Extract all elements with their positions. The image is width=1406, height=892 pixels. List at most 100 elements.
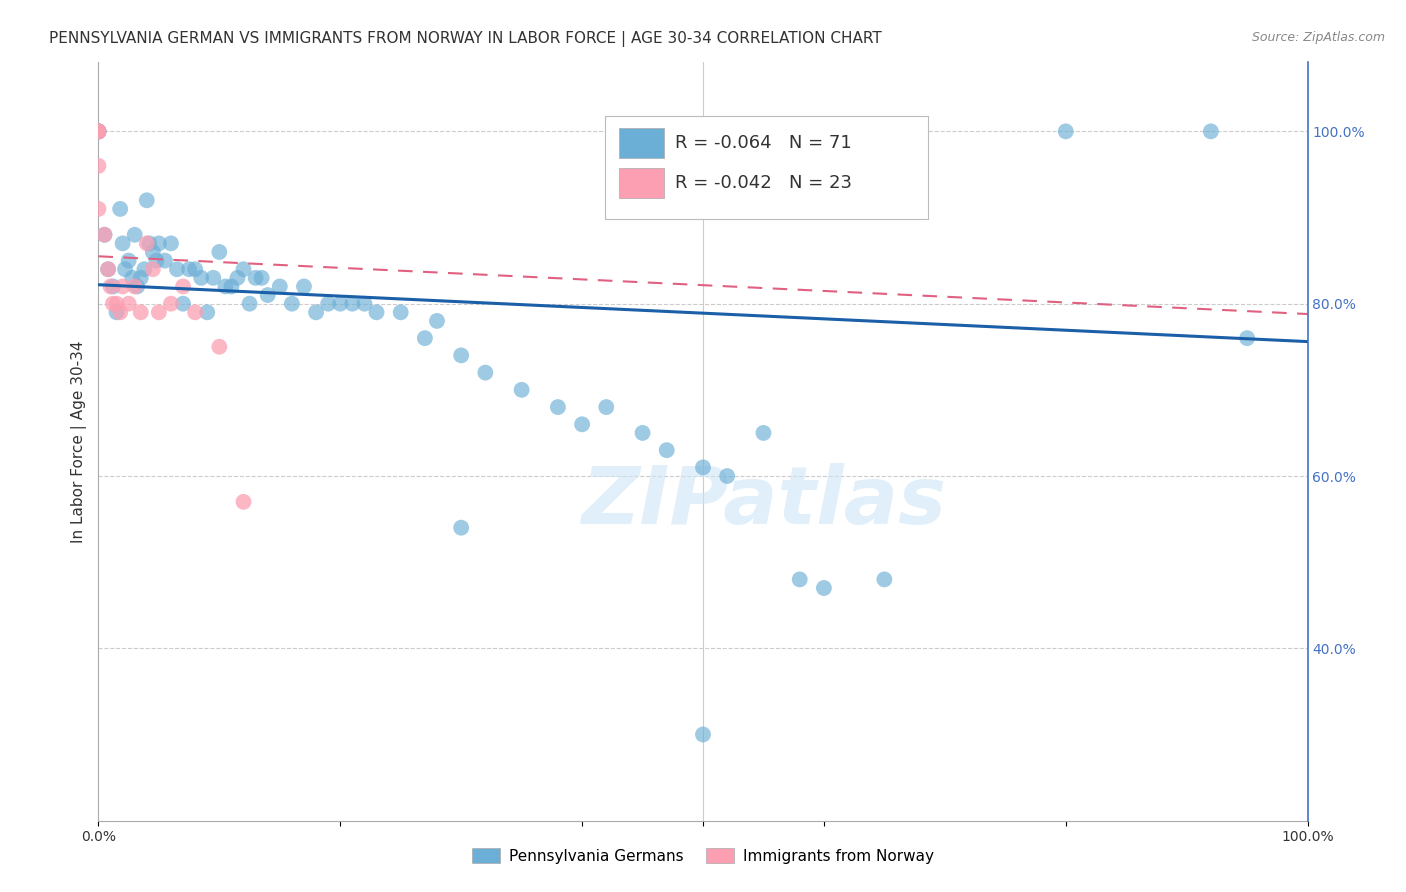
Point [172, 296, 194, 310]
Point [239, 296, 262, 310]
Point [353, 296, 375, 310]
Point [101, 296, 124, 310]
Point [752, 425, 775, 440]
Text: PENNSYLVANIA GERMAN VS IMMIGRANTS FROM NORWAY IN LABOR FORCE | AGE 30-34 CORRELA: PENNSYLVANIA GERMAN VS IMMIGRANTS FROM N… [49, 31, 882, 47]
Point [145, 253, 167, 268]
Point [389, 305, 412, 319]
Point [232, 262, 254, 277]
Point [127, 279, 149, 293]
Point [160, 296, 183, 310]
Point [114, 262, 136, 277]
Point [87, 202, 110, 216]
Point [547, 400, 569, 414]
Point [316, 296, 339, 310]
Point [221, 279, 243, 293]
Point [87, 124, 110, 138]
Point [232, 495, 254, 509]
Point [281, 296, 304, 310]
Point [108, 202, 131, 216]
Point [124, 279, 146, 293]
Point [172, 279, 194, 293]
Point [124, 227, 146, 242]
Point [153, 253, 176, 268]
Point [1054, 124, 1077, 138]
Point [93, 227, 115, 242]
Point [692, 727, 714, 741]
Point [87, 124, 110, 138]
Point [631, 425, 654, 440]
Point [329, 296, 352, 310]
Point [245, 270, 267, 285]
Point [138, 236, 160, 251]
Point [342, 296, 364, 310]
Point [87, 159, 110, 173]
Point [595, 400, 617, 414]
Point [1199, 124, 1222, 138]
Point [195, 305, 218, 319]
Point [184, 305, 207, 319]
Point [305, 305, 328, 319]
Point [105, 305, 128, 319]
Point [108, 305, 131, 319]
Point [450, 521, 472, 535]
Point [1236, 331, 1258, 345]
Point [789, 573, 811, 587]
Point [250, 270, 273, 285]
Point [87, 124, 110, 138]
Point [292, 279, 315, 293]
Point [105, 296, 128, 310]
Text: R = -0.042   N = 23: R = -0.042 N = 23 [675, 174, 852, 192]
Text: ZIPatlas: ZIPatlas [581, 463, 946, 541]
Point [134, 262, 156, 277]
Text: R = -0.064   N = 71: R = -0.064 N = 71 [675, 134, 852, 152]
Point [692, 460, 714, 475]
Point [129, 270, 152, 285]
Point [426, 314, 449, 328]
Legend: Pennsylvania Germans, Immigrants from Norway: Pennsylvania Germans, Immigrants from No… [465, 842, 941, 870]
Point [716, 469, 738, 483]
Point [202, 270, 225, 285]
Point [269, 279, 291, 293]
Point [179, 262, 201, 277]
Point [111, 236, 134, 251]
Point [101, 279, 124, 293]
Point [655, 443, 678, 458]
Point [93, 227, 115, 242]
Point [118, 253, 141, 268]
Point [571, 417, 593, 432]
Point [100, 279, 122, 293]
Point [148, 236, 170, 251]
Point [510, 383, 533, 397]
Point [118, 296, 141, 310]
Point [121, 270, 143, 285]
Y-axis label: In Labor Force | Age 30-34: In Labor Force | Age 30-34 [72, 340, 87, 543]
Point [87, 124, 110, 138]
Point [413, 331, 436, 345]
Point [366, 305, 388, 319]
Point [87, 124, 110, 138]
Point [214, 279, 236, 293]
Point [873, 573, 896, 587]
Point [135, 194, 157, 208]
Point [166, 262, 188, 277]
Point [97, 262, 120, 277]
Point [226, 270, 249, 285]
Point [111, 279, 134, 293]
Point [813, 581, 835, 595]
Point [87, 124, 110, 138]
Point [142, 245, 165, 260]
Point [97, 262, 120, 277]
Point [208, 245, 231, 260]
Point [160, 236, 183, 251]
Point [184, 262, 207, 277]
Point [256, 288, 278, 302]
Point [208, 340, 231, 354]
Point [148, 305, 170, 319]
Point [135, 236, 157, 251]
Point [190, 270, 212, 285]
Text: Source: ZipAtlas.com: Source: ZipAtlas.com [1251, 31, 1385, 45]
Point [450, 348, 472, 362]
Point [474, 366, 496, 380]
Point [142, 262, 165, 277]
Point [129, 305, 152, 319]
